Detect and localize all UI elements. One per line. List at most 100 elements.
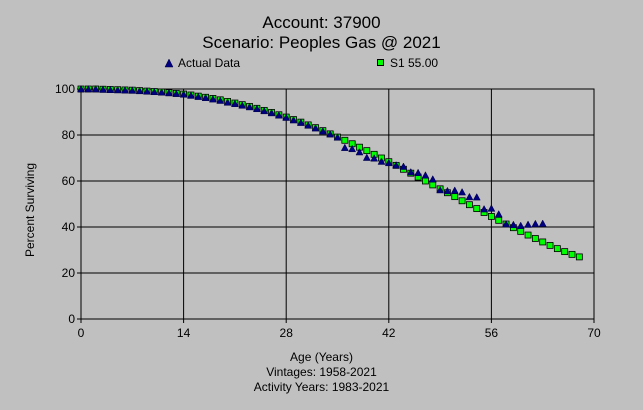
actual-point [318,127,327,135]
fit-point [539,238,547,246]
actual-point [150,87,159,96]
actual-point [216,96,225,104]
actual-point [392,161,401,169]
actual-point [91,84,100,93]
activity-years-note: Activity Years: 1983-2021 [253,380,390,394]
actual-point [245,102,254,111]
actual-point [165,88,173,97]
axis-ticks: 0 14 28 42 56 70 0 20 40 60 80 100 [55,82,601,340]
fit-point [473,205,481,213]
fit-point [546,241,554,249]
actual-point [414,168,423,176]
actual-point [362,153,371,161]
actual-point [406,168,415,176]
actual-point [128,86,137,94]
actual-point [201,93,210,101]
actual-point [480,205,488,213]
actual-point [143,87,151,95]
actual-point [282,113,291,121]
actual-point [289,116,298,124]
x-tick-label: 28 [280,326,294,340]
grid-lines [81,89,594,319]
actual-point [340,143,349,151]
fit-point [458,197,466,205]
actual-point [77,84,85,93]
fit-point [561,248,569,256]
fit-point [363,147,371,155]
actual-point [296,118,305,126]
actual-point [502,219,510,228]
legend-label-actual: Actual Data [178,56,241,70]
actual-point [238,101,247,109]
fit-point [451,193,459,201]
actual-point [443,186,452,195]
actual-point [274,111,283,119]
vintages-note: Vintages: 1958-2021 [266,365,377,379]
actual-point [121,86,129,94]
actual-point [465,192,474,201]
actual-point [377,157,386,165]
actual-point [436,185,445,194]
x-tick-label: 14 [177,326,191,340]
fit-point [524,231,532,239]
series-fit-markers [77,85,583,261]
x-tick-label: 56 [485,326,499,340]
chart-subtitle: Scenario: Peoples Gas @ 2021 [202,33,441,52]
series-actual-markers [77,84,547,229]
actual-point [370,154,379,162]
actual-point [399,162,408,170]
actual-point [450,186,459,194]
actual-point [230,99,239,107]
fit-point [495,216,503,224]
actual-point [208,95,217,103]
y-tick-label: 40 [62,220,76,234]
actual-point [458,188,467,196]
fit-point [466,201,473,209]
actual-point [326,130,335,138]
legend-label-fit: S1 55.00 [390,56,439,70]
actual-point [538,219,547,227]
fit-point [553,245,561,253]
actual-point [516,221,525,229]
actual-point [99,85,107,93]
actual-point [179,90,188,98]
actual-point [472,193,481,201]
fit-point [568,250,576,258]
actual-point [267,108,276,117]
actual-point [135,86,144,95]
actual-point [494,210,503,218]
fit-point [341,136,349,144]
actual-point [84,84,93,93]
fit-point [531,235,539,242]
plot-frame [80,88,595,320]
actual-point [348,144,357,153]
fit-point [487,213,495,220]
fit-point [429,181,437,189]
actual-point [172,89,181,97]
fit-point [517,227,525,235]
triangle-marker-icon [164,58,174,68]
x-tick-label: 70 [587,326,601,340]
y-tick-label: 0 [68,312,75,326]
plot-area [80,88,595,320]
y-tick-label: 80 [62,128,76,142]
actual-point [157,88,166,96]
x-tick-label: 42 [382,326,396,340]
actual-point [509,220,518,228]
actual-point [355,147,364,156]
actual-point [421,171,430,179]
actual-point [223,98,232,106]
actual-point [260,106,269,115]
actual-point [487,204,496,212]
x-axis-label: Age (Years) [290,350,353,364]
actual-point [106,85,115,93]
actual-point [524,220,532,228]
fit-point [422,177,429,185]
y-tick-label: 100 [55,82,75,96]
actual-point [531,219,540,228]
chart-title: Account: 37900 [262,13,381,32]
x-tick-label: 0 [78,326,85,340]
y-tick-label: 60 [62,174,76,188]
y-axis-label: Percent Surviving [23,162,37,258]
